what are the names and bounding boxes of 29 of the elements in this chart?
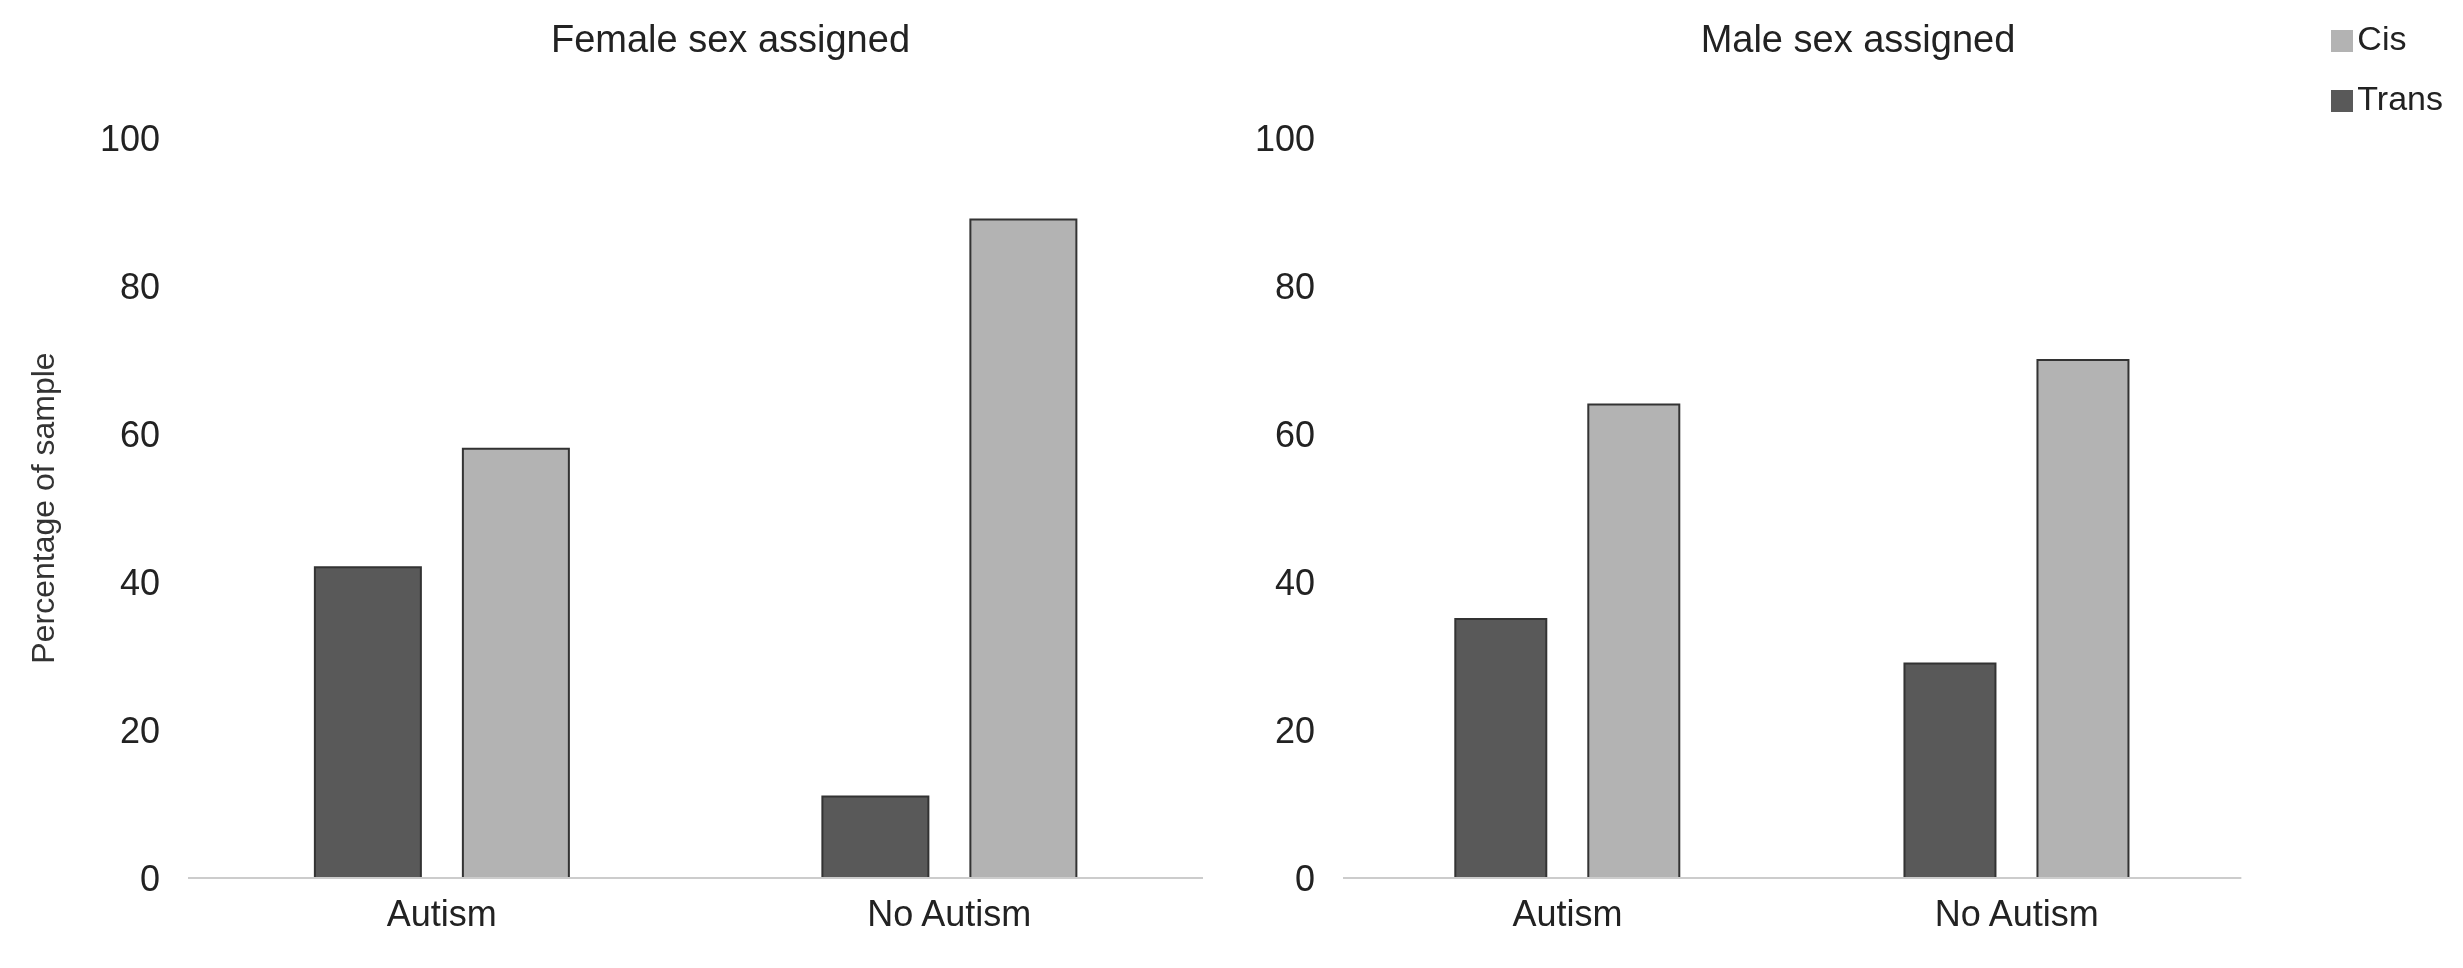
y-tick-label: 20 — [1274, 709, 1315, 751]
chart-title: Female sex assigned — [549, 18, 912, 61]
legend-label: Cis — [2357, 19, 2407, 57]
bar — [2036, 359, 2130, 878]
bar — [969, 218, 1078, 878]
y-tick-label: 20 — [119, 709, 160, 751]
bar — [461, 447, 570, 878]
bar — [1587, 403, 1681, 878]
y-tick-label: 100 — [99, 117, 160, 159]
y-axis-title: Percentage of sample — [25, 352, 62, 664]
y-tick-label: 60 — [1274, 413, 1315, 455]
bar — [313, 566, 422, 878]
y-tick-label: 40 — [119, 561, 160, 603]
bar — [1903, 662, 1997, 878]
y-tick-label: 100 — [1254, 117, 1315, 159]
y-tick-label: 0 — [139, 857, 160, 899]
bar — [821, 795, 930, 878]
x-tick-label: No Autism — [1934, 892, 2099, 934]
legend-label: Trans — [2357, 79, 2443, 117]
y-tick-label: 60 — [119, 413, 160, 455]
y-tick-label: 0 — [1294, 857, 1315, 899]
y-tick-label: 40 — [1274, 561, 1315, 603]
x-tick-label: Autism — [1512, 892, 1623, 934]
y-tick-label: 80 — [119, 265, 160, 307]
x-tick-label: No Autism — [867, 892, 1032, 934]
bar — [1454, 618, 1548, 878]
x-tick-label: Autism — [386, 892, 497, 934]
y-tick-label: 80 — [1274, 265, 1315, 307]
chart-title: Male sex assigned — [1699, 18, 2017, 61]
